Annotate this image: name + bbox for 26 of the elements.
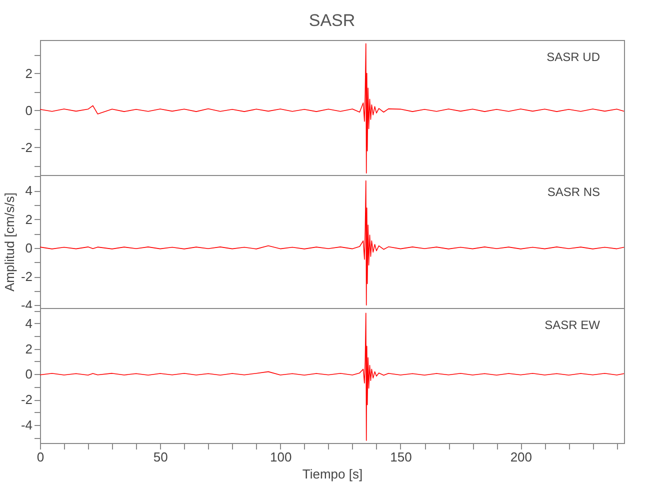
line-series: [40, 43, 624, 174]
x-tick-label: 200: [510, 450, 532, 464]
x-tick-label: 100: [270, 450, 292, 464]
annotation: SASR UD: [546, 50, 600, 64]
y-tick-label: 2: [25, 212, 32, 227]
line-series: [40, 180, 624, 306]
x-axis-title: Tiempo [s]: [302, 466, 363, 482]
y-tick-label: 0: [25, 366, 32, 382]
y-tick-label: 0: [25, 102, 32, 118]
y-tick-label: 2: [25, 341, 32, 356]
y-axis-title: Amplitud [cm/s/s]: [2, 192, 17, 292]
line-series: [40, 312, 624, 441]
x-tick-label: 150: [390, 450, 412, 464]
y-tick-label: 0: [25, 240, 32, 256]
y-tick-label: -2: [20, 140, 32, 155]
y-tick-label: -2: [20, 269, 32, 284]
chart-title: SASR: [308, 11, 356, 30]
x-tick-label: 0: [36, 450, 44, 464]
y-tick-label: -2: [20, 392, 32, 408]
y-tick-label: -4: [20, 418, 32, 433]
y-tick-label: 4: [25, 183, 32, 198]
x-tick-label: 50: [153, 450, 168, 464]
annotation: SASR NS: [547, 185, 600, 199]
y-tick-label: 2: [25, 66, 32, 81]
annotation: SASR EW: [544, 318, 601, 332]
y-tick-label: 4: [25, 316, 32, 331]
